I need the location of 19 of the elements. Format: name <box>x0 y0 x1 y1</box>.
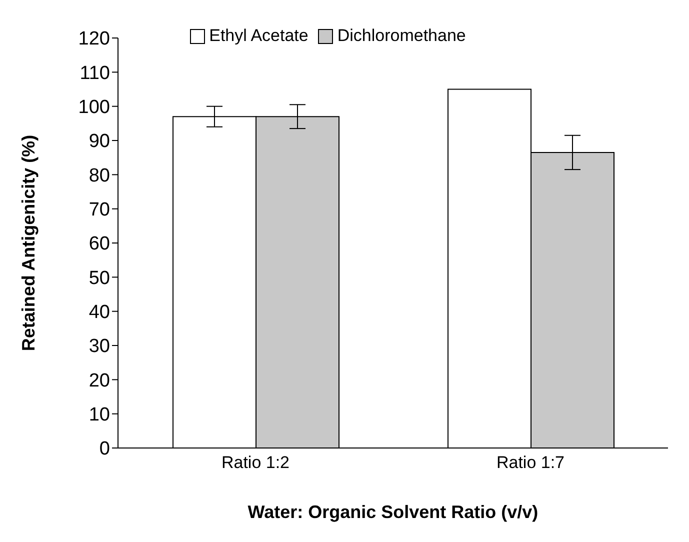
y-tick-label: 10 <box>88 404 110 426</box>
y-tick-label: 80 <box>88 165 110 186</box>
y-tick-label: 40 <box>88 302 110 324</box>
y-axis-title: Retained Antigenicity (%) <box>18 134 38 352</box>
y-tick-label: 90 <box>88 131 110 152</box>
y-tick-label: 70 <box>88 200 110 221</box>
y-tick-label: 60 <box>88 234 110 255</box>
y-tick-label: 110 <box>80 62 110 84</box>
x-tick-label: Ratio 1:7 <box>496 453 565 472</box>
y-tick-label: 30 <box>88 336 110 358</box>
legend-label: Ethyl Acetate <box>208 26 308 46</box>
x-axis-title: Water: Organic Solvent Ratio (v/v) <box>248 502 538 522</box>
x-tick-label: Ratio 1:2 <box>221 453 290 472</box>
legend-label: Dichloromethane <box>336 26 466 46</box>
y-tick-label: 120 <box>78 28 110 50</box>
y-tick-label: 100 <box>78 97 110 118</box>
y-tick-label: 20 <box>88 370 110 392</box>
y-tick-label: 0 <box>99 438 110 460</box>
y-tick-label: 50 <box>88 268 110 289</box>
